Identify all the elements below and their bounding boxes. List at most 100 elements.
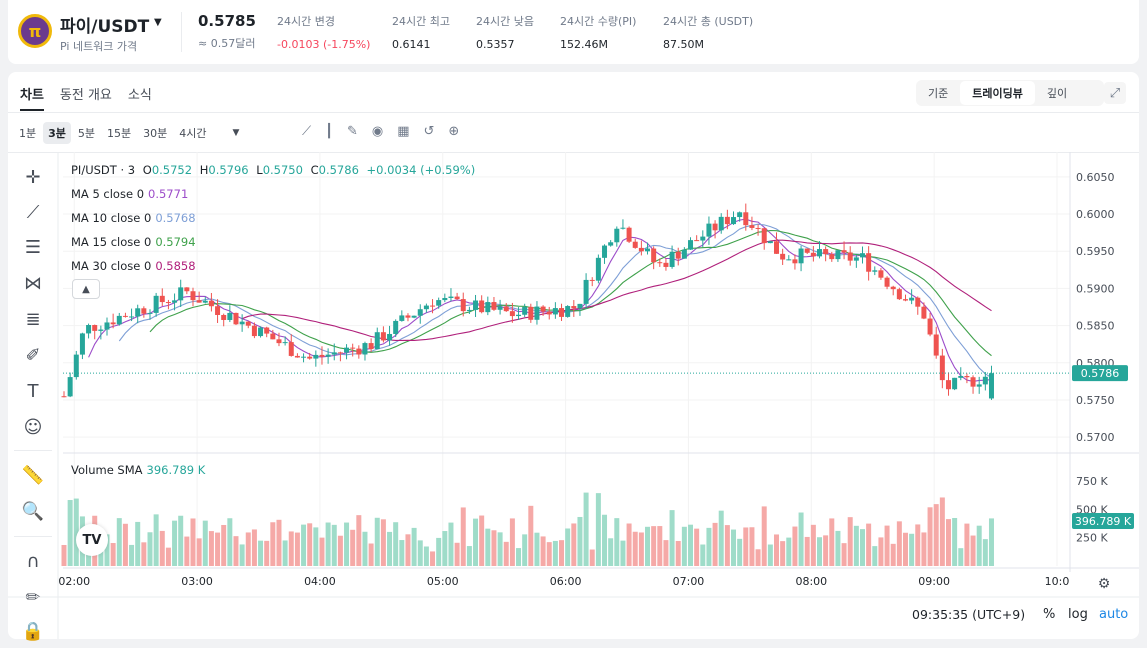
percent-toggle[interactable]: %	[1043, 607, 1056, 622]
volume-bar	[202, 520, 208, 566]
interval-5m[interactable]: 5분	[77, 127, 96, 140]
camera-icon[interactable]: ◉	[371, 124, 384, 139]
price-chart[interactable]: 0.60500.60000.59500.59000.58500.58000.57…	[8, 72, 1139, 639]
emoji-icon[interactable]: ☺	[23, 416, 43, 438]
candle-body	[534, 306, 540, 320]
interval-15m[interactable]: 15분	[107, 127, 132, 140]
volume-bar	[497, 532, 503, 566]
candle-body	[479, 300, 485, 313]
tab-news[interactable]: 소식	[127, 88, 152, 103]
indicator-icon[interactable]: ⟋	[302, 124, 312, 139]
add-icon[interactable]: ⊕	[448, 124, 460, 139]
chart-grid	[63, 152, 1070, 566]
tab-chart[interactable]: 차트	[20, 84, 44, 111]
volume-bar	[387, 531, 393, 566]
volume-bar	[565, 528, 571, 566]
fib-icon[interactable]: ≣	[25, 308, 41, 330]
volume-bar	[313, 527, 319, 566]
view-basic[interactable]: 기준	[928, 87, 949, 100]
candle-body	[577, 303, 583, 309]
volume-bar	[657, 526, 663, 566]
volume-bar	[184, 536, 190, 566]
brush-icon[interactable]: ✐	[25, 344, 41, 366]
lock-icon[interactable]: 🔒	[21, 620, 45, 642]
chevron-down-icon[interactable]: ▼	[154, 17, 162, 28]
candle-body	[110, 322, 116, 325]
candle-body	[663, 262, 669, 267]
magnet-icon[interactable]: ∩	[26, 550, 40, 572]
volume-bar	[509, 518, 515, 566]
volume-bar	[337, 535, 343, 566]
legend-symbol: PI/USDT · 3	[71, 163, 136, 177]
volume-bar	[368, 543, 374, 566]
volume-bar	[436, 537, 442, 566]
candle-body	[632, 241, 638, 248]
horizontal-lines-icon[interactable]: ☰	[24, 236, 42, 258]
candle-body	[669, 251, 675, 267]
volume-bar	[767, 544, 773, 566]
candle-body	[755, 227, 761, 229]
candle-body	[909, 297, 915, 301]
volume-bars	[61, 492, 994, 566]
interval-dropdown-icon[interactable]: ▼	[232, 128, 240, 138]
stat-24h-volume-pi: 24시간 수량(PI) 152.46M	[560, 13, 636, 51]
calendar-icon[interactable]: ▦	[397, 124, 410, 139]
interval-30m[interactable]: 30분	[143, 127, 168, 140]
candle-body	[915, 297, 921, 307]
candle-body	[884, 277, 890, 287]
candle-body	[651, 248, 657, 263]
volume-bar	[988, 518, 994, 566]
candle-body	[227, 312, 233, 320]
fullscreen-icon[interactable]: ⤢	[1104, 82, 1126, 104]
candle-body	[509, 311, 515, 317]
candle-body	[98, 329, 104, 331]
candle-body	[743, 212, 749, 226]
price-tick: 0.6050	[1076, 171, 1115, 184]
volume-bar	[301, 524, 307, 566]
interval-3m[interactable]: 3분	[43, 122, 71, 144]
volume-bar	[61, 544, 67, 566]
tradingview-logo[interactable]: TV	[76, 524, 108, 556]
auto-toggle[interactable]: auto	[1099, 607, 1129, 622]
volume-bar	[614, 518, 620, 566]
pencil-icon[interactable]: ✎	[346, 124, 358, 139]
volume-bar	[859, 529, 865, 566]
candle-body	[313, 354, 319, 359]
view-depth[interactable]: 깊이	[1046, 87, 1068, 100]
pair-title[interactable]: 파이/USDT	[60, 17, 150, 37]
pattern-icon[interactable]: ⋈	[24, 272, 42, 294]
volume-bar	[583, 492, 589, 566]
candle-body	[374, 332, 380, 350]
candle-body	[294, 355, 300, 358]
legend-l: 0.5750	[262, 163, 303, 177]
volume-bar	[227, 518, 233, 566]
volume-bar	[405, 534, 411, 566]
candle-body	[964, 375, 970, 378]
candle-body	[620, 227, 626, 229]
trend-line-icon[interactable]: ⟋	[26, 201, 40, 223]
crosshair-icon[interactable]: ✛	[25, 166, 41, 188]
candle-type-icon[interactable]: ┃	[325, 124, 333, 139]
stat-value: 152.46M	[560, 38, 608, 51]
ma-legend-15: MA 15 close 0 0.5794	[71, 235, 196, 249]
volume-bar	[454, 542, 460, 566]
ma-label: MA 5 close 0	[71, 187, 145, 201]
volume-bar	[952, 517, 958, 566]
log-toggle[interactable]: log	[1068, 607, 1088, 622]
undo-icon[interactable]: ↺	[423, 124, 435, 139]
volume-bar	[393, 522, 399, 566]
volume-bar	[411, 527, 417, 566]
interval-1m[interactable]: 1분	[19, 127, 37, 140]
candle-body	[608, 242, 614, 246]
candle-body	[178, 287, 184, 301]
legend-o: 0.5752	[151, 163, 193, 177]
legend-collapse-button[interactable]: ▲	[72, 279, 100, 299]
candle-body	[92, 325, 98, 331]
view-tradingview[interactable]: 트레이딩뷰	[960, 81, 1035, 105]
text-icon[interactable]: T	[27, 380, 39, 402]
tab-coin-overview[interactable]: 동전 개요	[59, 88, 112, 103]
volume-bar	[743, 527, 749, 566]
ruler-icon[interactable]: 📏	[21, 464, 45, 486]
zoom-in-icon[interactable]: 🔍	[21, 500, 45, 522]
interval-4h[interactable]: 4시간	[179, 127, 207, 140]
